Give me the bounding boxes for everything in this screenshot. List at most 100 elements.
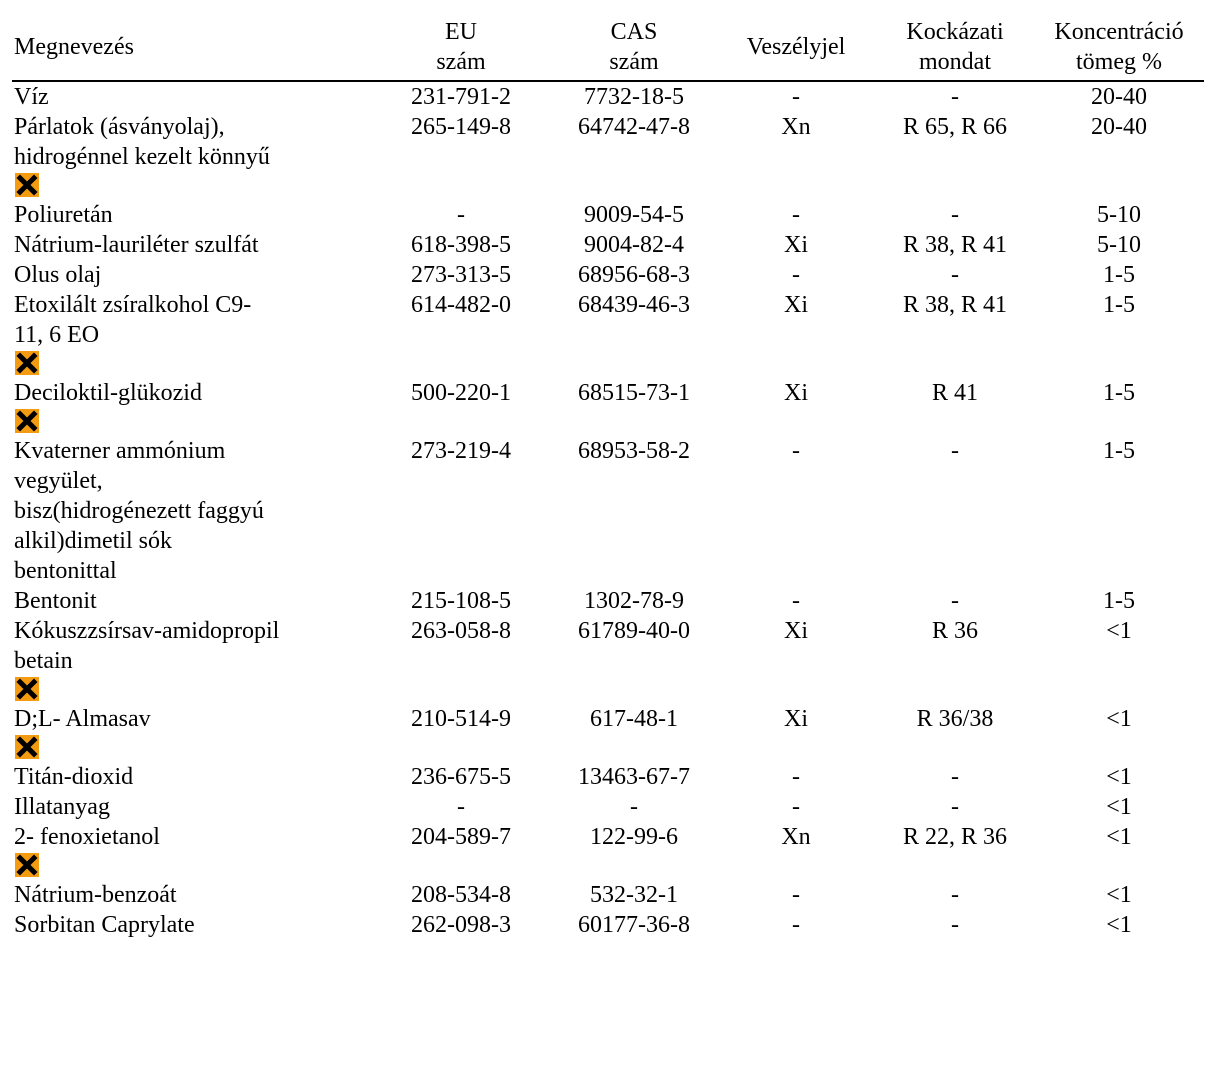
risk-phrase-cell: - — [951, 202, 959, 228]
hazard-symbol-cell: Xi — [784, 706, 808, 732]
concentration-cell: 1-5 — [1103, 438, 1135, 464]
header-cas-number: CAS szám — [552, 14, 716, 82]
risk-phrase-cell: - — [951, 912, 959, 938]
ingredient-name-cell: Kókuszzsírsav-amidopropil betain — [12, 616, 370, 704]
eu-number-cell: 236-675-5 — [411, 764, 511, 790]
ingredient-name-line: vegyület, — [14, 468, 103, 494]
hazard-symbol-cell: Xi — [784, 618, 808, 644]
header-name: Megnevezés — [12, 14, 370, 82]
ingredient-name-line: 11, 6 EO — [14, 322, 100, 348]
risk-phrase-cell: R 41 — [931, 380, 978, 406]
ingredient-name-line: 2- fenoxietanol — [14, 824, 160, 850]
cas-number-cell: 532-32-1 — [590, 882, 678, 908]
table-row: Kvaterner ammónium vegyület, bisz(hidrogén… — [12, 436, 1204, 586]
header-risk-line2: mondat — [919, 49, 991, 75]
cas-number-cell: 13463-67-7 — [578, 764, 690, 790]
eu-number-cell: 204-589-7 — [411, 824, 511, 850]
ingredient-name-cell: 2- fenoxietanol — [12, 822, 370, 880]
ingredient-name-cell: Illatanyag — [12, 792, 370, 822]
ingredient-name-cell: Nátrium-benzoát — [12, 880, 370, 910]
header-name-text: Megnevezés — [14, 34, 134, 60]
ingredient-name-cell: Párlatok (ásványolaj), hidrogénnel kezelt… — [12, 112, 370, 200]
risk-phrase-cell: R 38, R 41 — [902, 232, 1007, 258]
ingredient-name-cell: Titán-dioxid — [12, 762, 370, 792]
ingredient-name-line: Nátrium-lauriléter szulfát — [14, 232, 259, 258]
hazard-symbol-cell: - — [792, 912, 800, 938]
header-conc-line2: tömeg % — [1076, 49, 1162, 75]
cas-number-cell: 122-99-6 — [590, 824, 678, 850]
risk-phrase-cell: R 65, R 66 — [902, 114, 1007, 140]
hazard-symbol-cell: Xn — [781, 824, 811, 850]
ingredient-name-line: hidrogénnel kezelt könnyű — [14, 144, 270, 170]
concentration-cell: <1 — [1106, 794, 1132, 820]
header-cas-line2: szám — [609, 49, 659, 75]
ingredient-name-line: Kvaterner ammónium — [14, 438, 226, 464]
ingredient-name-line: alkil)dimetil sók — [14, 528, 172, 554]
concentration-cell: <1 — [1106, 824, 1132, 850]
hazard-symbol-cell: Xi — [784, 380, 808, 406]
harmful-irritant-x-icon — [15, 351, 39, 375]
cas-number-cell: 68953-58-2 — [578, 438, 690, 464]
risk-phrase-cell: R 36/38 — [916, 706, 994, 732]
concentration-cell: 20-40 — [1091, 84, 1147, 110]
ingredient-name-line: betain — [14, 648, 73, 674]
ingredient-name-cell: D;L- Almasav — [12, 704, 370, 762]
ingredient-name-line: Illatanyag — [14, 794, 110, 820]
ingredient-name-line: Víz — [14, 84, 49, 110]
ingredient-name-cell: Víz — [12, 81, 370, 112]
eu-number-cell: 618-398-5 — [411, 232, 511, 258]
concentration-cell: 1-5 — [1103, 588, 1135, 614]
risk-phrase-cell: - — [951, 588, 959, 614]
eu-number-cell: 500-220-1 — [411, 380, 511, 406]
table-body: Víz 231-791-2 7732-18-5 - - 20-40 Párlatok (ás… — [12, 81, 1204, 940]
eu-number-cell: 273-313-5 — [411, 262, 511, 288]
ingredient-name-line: bisz(hidrogénezett faggyú — [14, 498, 264, 524]
risk-phrase-cell: R 36 — [931, 618, 978, 644]
table-row: Sorbitan Caprylate 262-098-3 60177-36-8 - - <… — [12, 910, 1204, 940]
concentration-cell: 1-5 — [1103, 262, 1135, 288]
concentration-cell: 5-10 — [1097, 232, 1141, 258]
harmful-irritant-x-icon — [15, 735, 39, 759]
risk-phrase-cell: - — [951, 764, 959, 790]
ingredient-name-cell: Kvaterner ammónium vegyület, bisz(hidrogén… — [12, 436, 370, 586]
ingredient-name-line: Nátrium-benzoát — [14, 882, 177, 908]
concentration-cell: 5-10 — [1097, 202, 1141, 228]
concentration-cell: 1-5 — [1103, 292, 1135, 318]
table-row: Illatanyag - - - - <1 — [12, 792, 1204, 822]
hazard-symbol-cell: - — [792, 84, 800, 110]
eu-number-cell: 265-149-8 — [411, 114, 511, 140]
eu-number-cell: 273-219-4 — [411, 438, 511, 464]
header-eu-line2: szám — [436, 49, 486, 75]
hazard-symbol-cell: - — [792, 764, 800, 790]
hazard-symbol-cell: - — [792, 438, 800, 464]
hazard-symbol-cell: - — [792, 794, 800, 820]
ingredient-name-cell: Sorbitan Caprylate — [12, 910, 370, 940]
ingredient-name-line: Olus olaj — [14, 262, 102, 288]
cas-number-cell: 9004-82-4 — [584, 232, 684, 258]
risk-phrase-cell: - — [951, 794, 959, 820]
table-row: 2- fenoxietanol 204-589-7 122-99-6 Xn R 22, … — [12, 822, 1204, 880]
ingredient-name-line: D;L- Almasav — [14, 706, 151, 732]
ingredient-name-line: Deciloktil-glükozid — [14, 380, 202, 406]
concentration-cell: <1 — [1106, 912, 1132, 938]
cas-number-cell: 617-48-1 — [590, 706, 678, 732]
cas-number-cell: 64742-47-8 — [578, 114, 690, 140]
table-row: Deciloktil-glükozid 500-220-1 68515-73-1 Xi… — [12, 378, 1204, 436]
header-eu-line1: EU — [445, 19, 477, 45]
table-row: Nátrium-lauriléter szulfát 618-398-5 9004-… — [12, 230, 1204, 260]
header-eu-number: EU szám — [370, 14, 552, 82]
ingredient-name-cell: Poliuretán — [12, 200, 370, 230]
risk-phrase-cell: - — [951, 882, 959, 908]
ingredient-name-cell: Bentonit — [12, 586, 370, 616]
eu-number-cell: - — [457, 794, 465, 820]
cas-number-cell: 68515-73-1 — [578, 380, 690, 406]
table-row: Olus olaj 273-313-5 68956-68-3 - - 1-5 — [12, 260, 1204, 290]
risk-phrase-cell: R 38, R 41 — [902, 292, 1007, 318]
ingredient-name-line: Párlatok (ásványolaj), — [14, 114, 225, 140]
ingredient-name-cell: Deciloktil-glükozid — [12, 378, 370, 436]
cas-number-cell: 9009-54-5 — [584, 202, 684, 228]
cas-number-cell: 68956-68-3 — [578, 262, 690, 288]
table-header-row: Megnevezés EU szám CAS szám Veszélyjel K… — [12, 14, 1204, 82]
concentration-cell: <1 — [1106, 764, 1132, 790]
